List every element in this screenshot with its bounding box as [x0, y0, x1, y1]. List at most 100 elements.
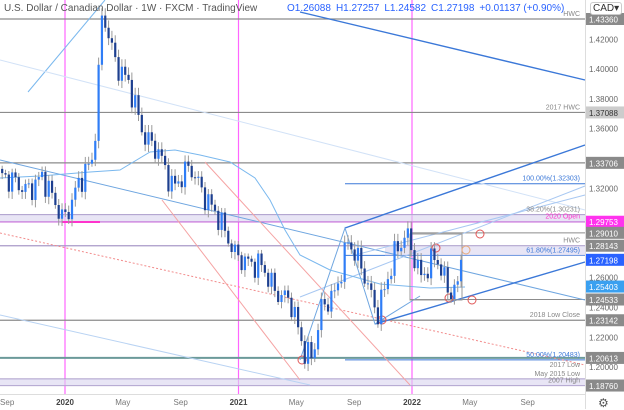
- candle-body: [50, 180, 54, 193]
- candle-body: [439, 264, 443, 276]
- candle-body: [310, 342, 313, 359]
- change-value: +0.01137 (+0.90%): [479, 3, 565, 14]
- candle-body: [386, 279, 389, 290]
- settings-gear-icon[interactable]: ⚙: [598, 396, 609, 410]
- grid-layer: [0, 0, 585, 394]
- candle-body: [443, 267, 446, 276]
- price-axis[interactable]: 1.42000 1.40000 1.38000 1.36000 1.32000 1.260…: [586, 13, 624, 392]
- candle-body: [320, 299, 323, 331]
- time-tick-label: Sep: [0, 398, 15, 407]
- candle-body: [277, 290, 280, 302]
- candle-body: [77, 177, 80, 188]
- candle-body: [233, 244, 237, 252]
- currency-label: CAD: [593, 3, 615, 14]
- candle-body: [87, 163, 90, 165]
- pitchfork-median: [299, 185, 586, 298]
- pitchfork-lower: [374, 261, 586, 325]
- candle-body: [247, 256, 250, 259]
- candle-body: [436, 260, 439, 265]
- candle-body: [413, 250, 416, 269]
- low-value: L1.24582: [384, 3, 427, 14]
- candle-body: [193, 177, 197, 179]
- candle-body: [144, 132, 147, 145]
- candle-body: [373, 289, 376, 308]
- price-badge: 1.29753: [589, 218, 618, 227]
- candle-body: [17, 177, 20, 191]
- price-badge: 1.20613: [589, 354, 618, 363]
- candle-body: [34, 179, 37, 200]
- ma-price-badge-bg: [586, 280, 624, 293]
- candle-body: [134, 95, 137, 108]
- price-badge-bg: [586, 293, 624, 306]
- candle-body: [94, 140, 97, 160]
- candle-body: [260, 253, 263, 266]
- candle-body: [453, 284, 456, 300]
- candle-body: [183, 161, 187, 188]
- candle-body: [303, 341, 306, 364]
- candle-body: [27, 183, 30, 185]
- level-label: HWC: [563, 11, 580, 18]
- candle-body: [383, 289, 386, 291]
- price-badge: 1.37088: [589, 109, 618, 118]
- time-tick-label: May: [462, 398, 477, 407]
- candle-body: [313, 349, 316, 359]
- trendlines: [0, 0, 586, 386]
- candle-body: [410, 228, 413, 251]
- price-badge-bg: [586, 106, 624, 119]
- candle-body: [316, 330, 320, 350]
- candle-body: [343, 242, 346, 282]
- candle-body: [14, 172, 17, 178]
- candle-body: [396, 241, 399, 252]
- price-badge: 1.29010: [589, 229, 618, 238]
- candle-body: [203, 187, 207, 211]
- candle-body: [306, 342, 310, 364]
- time-axis[interactable]: Sep 2020 May Sep 2021 May Sep 2022 May Sep: [0, 398, 535, 407]
- level-label: 2018 Low Close: [530, 312, 580, 319]
- candle-body: [270, 272, 273, 287]
- time-tick-label: Sep: [521, 398, 536, 407]
- currency-selector[interactable]: CAD▾: [590, 2, 623, 15]
- red-channel-lower: [161, 199, 301, 381]
- candle-body: [104, 15, 107, 28]
- candle-body: [293, 306, 296, 318]
- pitchfork-inner: [354, 194, 586, 256]
- level-label: HWC: [563, 238, 580, 245]
- pivot-marker: [475, 229, 485, 239]
- candle-body: [11, 172, 14, 192]
- level-label: 38.20%(1.30231): [526, 207, 580, 214]
- candle-body: [420, 259, 423, 276]
- level-label: 50.00%(1.20483): [526, 352, 580, 359]
- candle-body: [127, 74, 130, 80]
- candle-body: [416, 259, 419, 269]
- candle-body: [200, 176, 203, 188]
- level-label: 2020 Open: [545, 214, 580, 221]
- candle-body: [333, 290, 336, 292]
- candle-body: [160, 149, 163, 156]
- pivot-marker: [431, 243, 441, 253]
- time-tick-label: Sep: [347, 398, 362, 407]
- close-value: C1.27198: [431, 3, 475, 14]
- last-price-badge-bg: [586, 253, 624, 266]
- candle-body: [114, 42, 117, 58]
- candle-body: [253, 261, 256, 278]
- level-label: 2017 Low: [550, 362, 581, 369]
- candle-body: [80, 177, 84, 192]
- candle-body: [7, 174, 10, 192]
- time-tick-label: 2021: [230, 398, 248, 407]
- pitchfork-swing: [299, 226, 421, 361]
- candle-body: [64, 209, 67, 212]
- candle-body: [300, 327, 303, 342]
- candle-body: [24, 183, 27, 192]
- candle-body: [243, 256, 247, 271]
- trendline-long-descending: [299, 11, 586, 81]
- candle-body: [21, 190, 24, 192]
- candle-body: [240, 255, 243, 271]
- candle-body: [449, 292, 453, 300]
- candle-body: [456, 281, 459, 285]
- pivot-marker: [444, 293, 454, 303]
- candle-body: [154, 140, 157, 159]
- candle-body: [1, 168, 4, 174]
- high-value: H1.27257: [335, 3, 380, 14]
- price-tick-label: 1.24000: [589, 303, 618, 312]
